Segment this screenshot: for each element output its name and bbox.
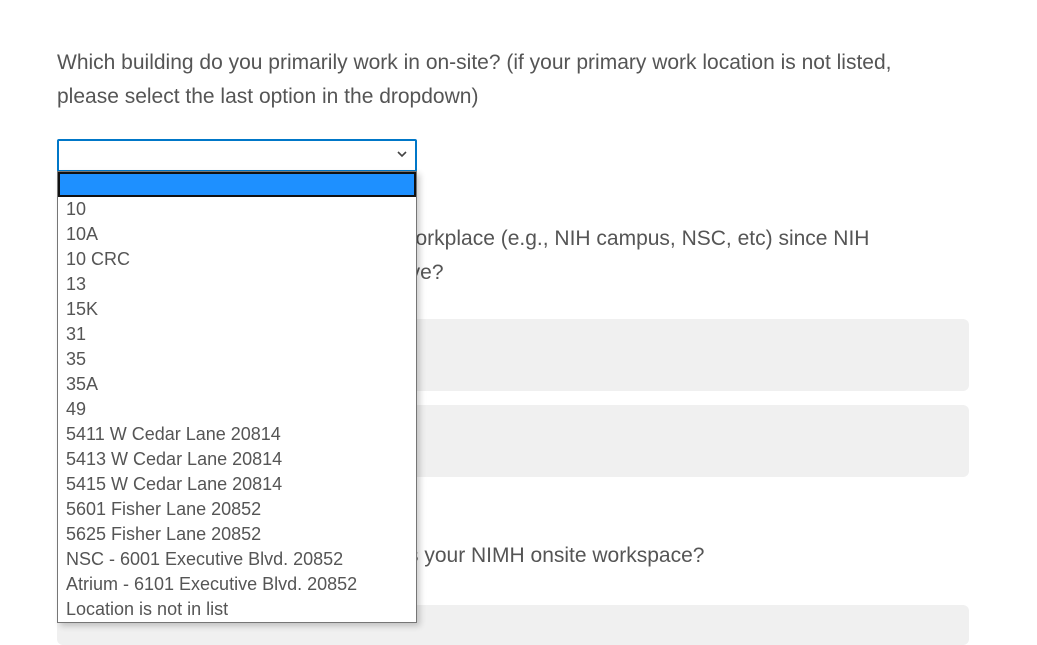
dropdown-option[interactable]: 35A <box>66 374 99 394</box>
dropdown-option[interactable]: 13 <box>66 274 87 294</box>
dropdown-option[interactable]: 15K <box>66 299 99 319</box>
question-workspace-label: s your NIMH onsite workspace? <box>408 544 705 567</box>
question-building-label: Which building do you primarily work in … <box>57 51 892 108</box>
dropdown-option[interactable]: 10 <box>66 199 87 219</box>
chevron-down-icon <box>397 151 407 158</box>
dropdown-option[interactable]: 35 <box>66 349 87 369</box>
dropdown-option[interactable]: Atrium - 6101 Executive Blvd. 20852 <box>66 574 358 594</box>
dropdown-option[interactable]: 49 <box>66 399 87 419</box>
dropdown-option[interactable]: 5625 Fisher Lane 20852 <box>66 524 262 544</box>
dropdown-option[interactable] <box>58 172 416 197</box>
dropdown-option[interactable]: 10 CRC <box>66 249 131 269</box>
dropdown-option[interactable]: 5411 W Cedar Lane 20814 <box>66 424 281 444</box>
dropdown-option[interactable]: 31 <box>66 324 87 344</box>
dropdown-option[interactable]: Location is not in list <box>66 599 229 619</box>
building-select[interactable] <box>57 139 417 172</box>
building-dropdown-list[interactable]: 10 10A 10 CRC 13 15K 31 35 35A 49 5411 W Cedar La… <box>57 171 417 623</box>
question-workplace-label-line1: vorkplace (e.g., NIH campus, NSC, etc) s… <box>405 227 870 250</box>
dropdown-option[interactable]: NSC - 6001 Executive Blvd. 20852 <box>66 549 344 569</box>
dropdown-option[interactable]: 5415 W Cedar Lane 20814 <box>66 474 283 494</box>
dropdown-option[interactable]: 5413 W Cedar Lane 20814 <box>66 449 283 469</box>
dropdown-option[interactable]: 10A <box>66 224 99 244</box>
dropdown-option[interactable]: 5601 Fisher Lane 20852 <box>66 499 262 519</box>
